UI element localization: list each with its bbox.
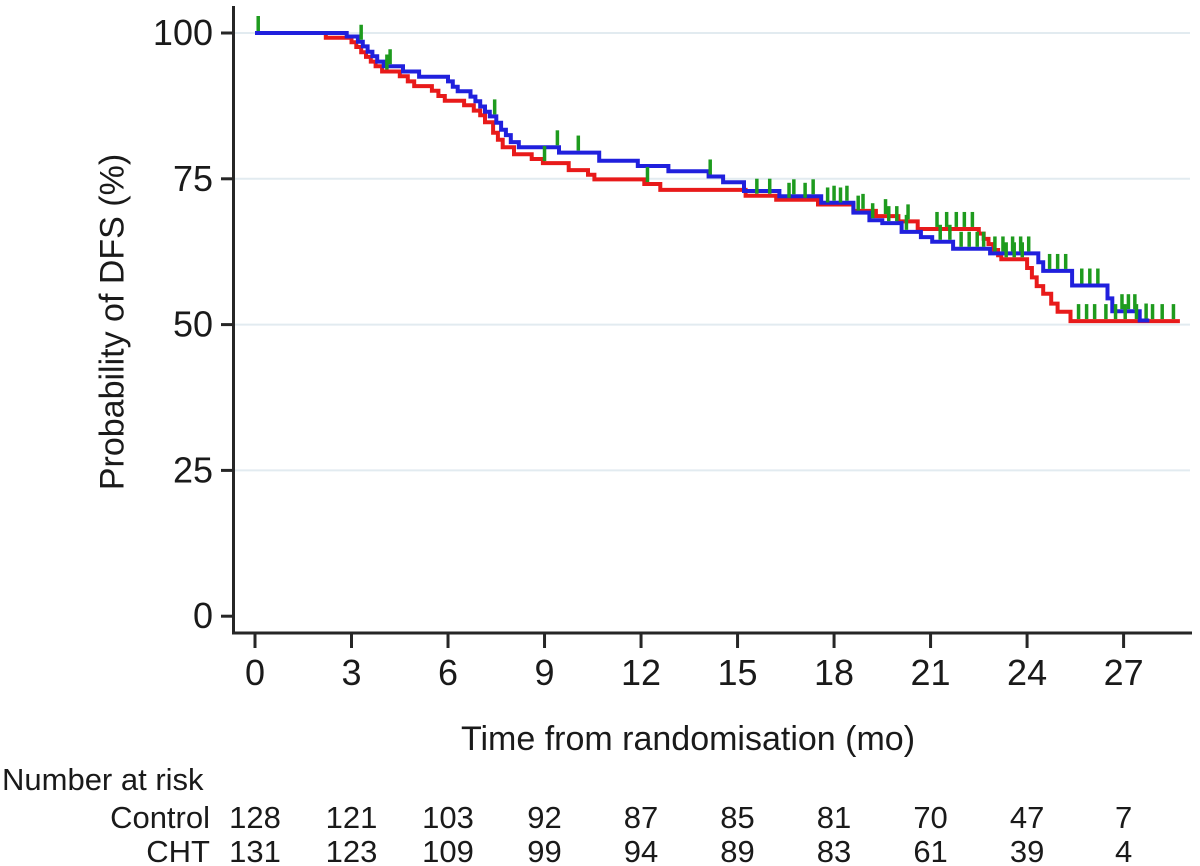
at-risk-row-label: CHT xyxy=(146,834,210,866)
x-tick-label: 24 xyxy=(1007,652,1047,693)
cht-survival-curve xyxy=(255,31,1150,323)
y-axis-title: Probability of DFS (%) xyxy=(94,154,132,490)
x-tick-label: 9 xyxy=(535,652,555,693)
x-tick-label: 21 xyxy=(911,652,951,693)
y-tick-label: 50 xyxy=(173,304,213,345)
at-risk-count: 47 xyxy=(1009,800,1045,835)
at-risk-count: 123 xyxy=(325,834,378,866)
at-risk-count: 39 xyxy=(1009,834,1045,866)
at-risk-row-control: Control 128 121 103 92 87 85 81 70 47 7 xyxy=(0,801,1200,835)
at-risk-count: 89 xyxy=(720,834,755,866)
at-risk-count: 121 xyxy=(325,800,378,835)
at-risk-row-cht: CHT 131 123 109 99 94 89 83 61 39 4 xyxy=(0,835,1200,866)
x-axis-title: Time from randomisation (mo) xyxy=(461,720,915,758)
x-tick-label: 0 xyxy=(245,652,265,693)
at-risk-count: 81 xyxy=(816,800,852,835)
km-chart: Probability of DFS (%) Time from randomi… xyxy=(94,6,1192,758)
at-risk-count: 87 xyxy=(623,800,659,835)
at-risk-count: 131 xyxy=(229,834,281,866)
y-tick-label: 75 xyxy=(173,158,213,199)
y-tick-label: 0 xyxy=(193,595,213,636)
at-risk-count: 70 xyxy=(913,800,948,835)
at-risk-count: 83 xyxy=(816,834,852,866)
x-tick-label: 6 xyxy=(438,652,458,693)
y-tick-label: 100 xyxy=(153,12,213,53)
x-tick-label: 3 xyxy=(341,652,361,693)
at-risk-count: 4 xyxy=(1114,834,1133,866)
x-tick-label: 15 xyxy=(718,652,758,693)
at-risk-count: 61 xyxy=(913,834,948,866)
at-risk-count: 103 xyxy=(422,800,474,835)
at-risk-row-label: Control xyxy=(110,800,210,835)
at-risk-title: Number at risk xyxy=(2,762,204,797)
at-risk-count: 99 xyxy=(527,834,562,866)
at-risk-count: 92 xyxy=(527,800,562,835)
at-risk-count: 94 xyxy=(623,834,659,866)
x-tick-label: 18 xyxy=(814,652,854,693)
x-tick-label: 27 xyxy=(1104,652,1144,693)
y-tick-label: 25 xyxy=(173,449,213,490)
at-risk-count: 7 xyxy=(1114,800,1133,835)
at-risk-count: 85 xyxy=(720,800,755,835)
at-risk-count: 109 xyxy=(422,834,474,866)
x-tick-label: 12 xyxy=(621,652,661,693)
at-risk-count: 128 xyxy=(229,800,281,835)
